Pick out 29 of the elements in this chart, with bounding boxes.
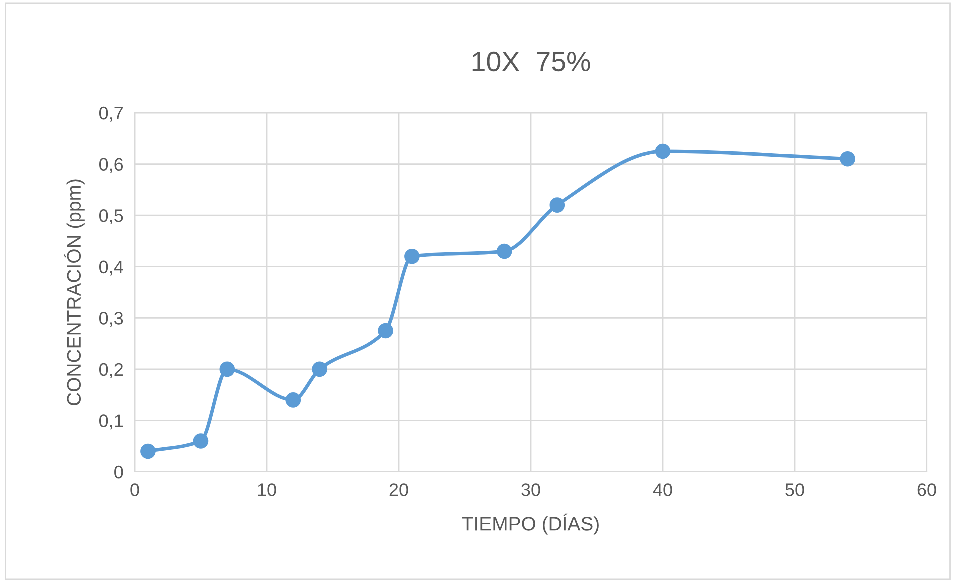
point [220, 362, 236, 378]
point [312, 362, 328, 378]
point [655, 144, 671, 160]
point [496, 244, 512, 260]
x-tick-label: 40 [653, 484, 672, 496]
x-tick-label: 30 [522, 484, 540, 496]
point [404, 248, 420, 264]
point [286, 392, 302, 408]
y-tick-label: 0,5 [99, 210, 124, 224]
x-tick-label: 20 [390, 484, 408, 496]
x-tick-label: 10 [258, 484, 276, 496]
point [140, 444, 156, 460]
x-tick-label: 60 [918, 484, 936, 496]
x-axis-title: TIEMPO (DÍAS) [462, 514, 599, 535]
y-tick-label: 0,6 [99, 158, 124, 174]
y-tick-label: 0,7 [99, 106, 123, 122]
point [550, 198, 566, 213]
y-tick-label: 0,2 [99, 363, 123, 378]
chart-title: 10X 75% [472, 52, 590, 72]
x-tick-label: 50 [786, 484, 804, 496]
y-tick-label: 0,3 [99, 312, 124, 327]
point [840, 152, 856, 167]
y-tick-label: 0 [114, 466, 124, 479]
point [378, 323, 394, 339]
point [193, 434, 209, 449]
y-tick-label: 0,1 [99, 414, 124, 430]
x-tick-label: 0 [130, 484, 140, 496]
y-axis-title: CONCENTRACIÓN (ppm) [64, 180, 85, 406]
y-tick-label: 0,4 [99, 260, 124, 276]
